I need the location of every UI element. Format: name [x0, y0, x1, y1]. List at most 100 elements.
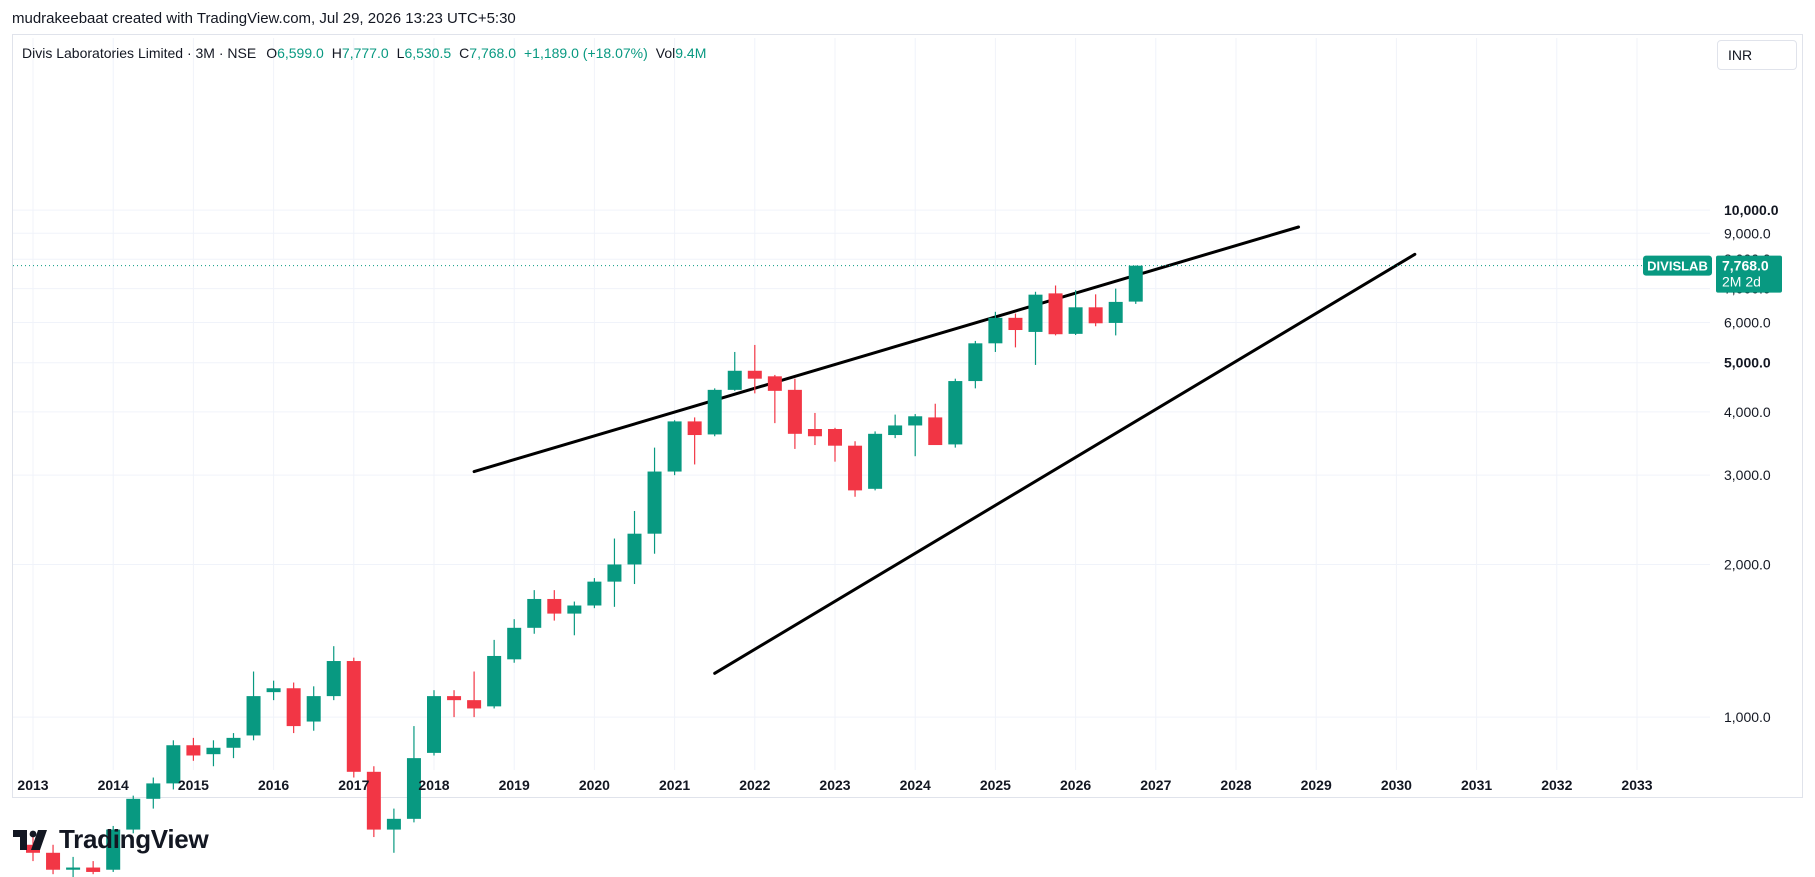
candle-body: [848, 445, 863, 491]
candle: [326, 646, 341, 701]
candle-body: [366, 771, 381, 830]
candle-body: [727, 370, 742, 390]
candle-body: [567, 605, 582, 614]
candle: [1008, 313, 1023, 348]
candle: [1128, 265, 1143, 304]
price-badge-countdown: 2M 2d: [1722, 274, 1761, 290]
x-tick-label: 2026: [1060, 777, 1091, 793]
candle: [1088, 294, 1103, 327]
candle-body: [888, 425, 903, 436]
candle: [266, 680, 281, 701]
symbol-badge-label: DIVISLAB: [1647, 259, 1708, 274]
x-tick-label: 2033: [1621, 777, 1652, 793]
candle: [467, 671, 482, 718]
candle-body: [828, 429, 842, 446]
candle-body: [126, 798, 141, 830]
low-label: L: [396, 45, 405, 61]
candle-body: [687, 421, 702, 436]
symbol-title[interactable]: Divis Laboratories Limited · 3M · NSE: [22, 45, 257, 61]
candle-body: [1108, 301, 1123, 323]
symbol-badge-bg: [1643, 255, 1712, 276]
candle: [386, 808, 401, 853]
candle-body: [988, 317, 1003, 344]
x-tick-label: 2031: [1461, 777, 1492, 793]
low-value: 6,530.5: [404, 45, 452, 61]
currency-button[interactable]: INR: [1717, 40, 1797, 70]
candle-body: [266, 688, 281, 693]
close-label: C: [459, 45, 470, 61]
candle-body: [807, 429, 822, 437]
candle-body: [707, 389, 722, 435]
candle: [828, 427, 842, 462]
candle: [1028, 291, 1043, 365]
x-tick-label: 2032: [1541, 777, 1572, 793]
symbol-legend: Divis Laboratories Limited · 3M · NSE O …: [22, 45, 714, 61]
brand-name: TradingView: [59, 824, 209, 854]
candle: [647, 447, 662, 554]
x-tick-label: 2024: [900, 777, 931, 793]
x-tick-label: 2028: [1220, 777, 1251, 793]
candle: [186, 737, 201, 761]
x-tick-label: 2013: [17, 777, 48, 793]
candle: [848, 441, 863, 497]
candle: [86, 861, 101, 875]
y-tick-label: 4,000.0: [1724, 404, 1771, 420]
candle: [66, 856, 81, 877]
y-tick-label: 10,000.0: [1724, 202, 1779, 218]
candle-body: [1048, 293, 1063, 335]
candle-body: [487, 655, 502, 707]
candle: [787, 378, 802, 449]
candle: [567, 601, 582, 636]
x-tick-label: 2019: [499, 777, 530, 793]
tradingview-brand[interactable]: TradingView: [13, 824, 209, 855]
candle: [687, 417, 702, 465]
candle: [707, 388, 722, 437]
candle-body: [206, 747, 221, 755]
candle: [487, 639, 502, 709]
candle: [627, 510, 642, 585]
candle: [427, 690, 441, 756]
y-tick-label: 5,000.0: [1724, 355, 1771, 371]
x-tick-label: 2017: [338, 777, 369, 793]
candle-body: [527, 598, 542, 628]
candle-body: [286, 688, 301, 727]
candle: [547, 590, 562, 621]
candle-body: [647, 471, 662, 534]
candle-body: [346, 661, 361, 772]
candle-body: [447, 696, 462, 701]
candle-body: [86, 867, 101, 872]
candle-body: [868, 433, 883, 489]
candle: [727, 351, 742, 391]
x-tick-label: 2030: [1381, 777, 1412, 793]
candle-body: [226, 737, 241, 748]
candle-body: [406, 758, 421, 819]
candle-body: [1008, 317, 1023, 331]
x-tick-label: 2021: [659, 777, 690, 793]
candle-body: [1068, 307, 1083, 334]
candle-body: [667, 421, 682, 472]
volume-label: Vol: [655, 45, 676, 61]
candle-body: [747, 370, 762, 379]
y-tick-label: 1,000.0: [1724, 709, 1771, 725]
open-label: O: [266, 45, 278, 61]
price-badge-bg: [1716, 255, 1782, 293]
candle: [1048, 285, 1063, 336]
candle-body: [1028, 294, 1043, 332]
time-axis: 2013 2014 2015 2016 2017 2018 2019 2020 2021 2022…: [17, 777, 1652, 793]
x-tick-label: 2020: [579, 777, 610, 793]
candle-body: [427, 696, 441, 753]
candle: [447, 690, 462, 718]
candle-body: [948, 381, 963, 445]
candle: [667, 420, 682, 476]
high-label: H: [331, 45, 342, 61]
x-tick-label: 2016: [258, 777, 289, 793]
candle-body: [46, 852, 61, 870]
candle: [968, 340, 983, 389]
candle-body: [1128, 265, 1143, 302]
x-tick-label: 2027: [1140, 777, 1171, 793]
candle: [46, 844, 61, 875]
candle-body: [186, 745, 201, 756]
trend-lines: [472, 225, 1417, 675]
candle: [868, 431, 883, 491]
